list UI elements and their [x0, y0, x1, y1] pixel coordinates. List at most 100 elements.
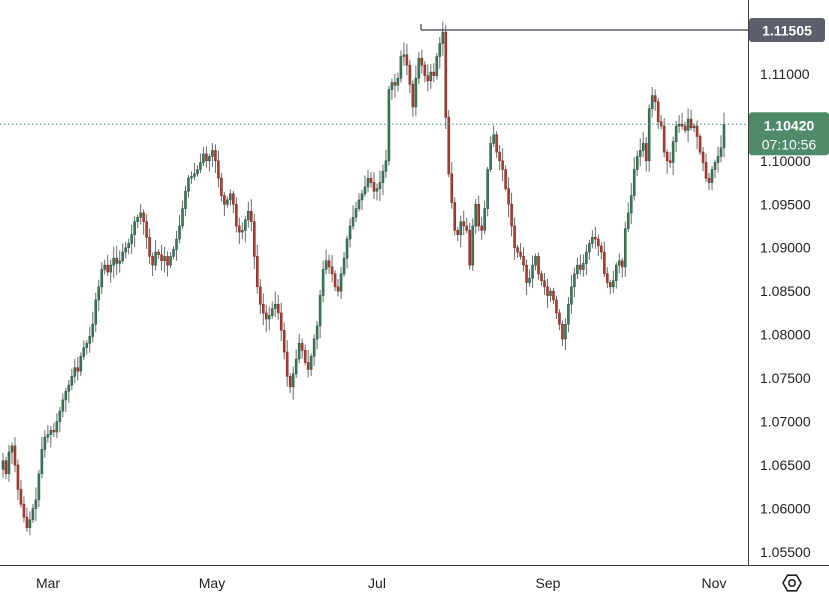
candle: [285, 340, 289, 387]
candle-body-down: [151, 256, 154, 266]
candle-body-down: [253, 221, 256, 257]
candle-body-up: [318, 295, 322, 327]
candle: [701, 147, 705, 172]
candle: [609, 279, 612, 295]
candle: [680, 112, 684, 130]
candle-body-up: [58, 410, 62, 422]
candle-body-down: [411, 84, 415, 108]
candle-body-down: [606, 273, 609, 283]
candle: [172, 246, 175, 260]
candle-body-down: [115, 257, 118, 264]
candle: [656, 98, 660, 129]
candle: [606, 267, 609, 289]
candle: [441, 21, 445, 56]
candle-body-down: [232, 193, 235, 205]
candle-body-down: [142, 212, 145, 222]
candle-body-up: [139, 212, 142, 218]
candle: [247, 201, 250, 228]
candle-body-down: [555, 299, 558, 314]
candle-body-up: [564, 323, 567, 340]
candle: [58, 406, 62, 433]
candle-body-down: [160, 254, 163, 262]
candle: [178, 214, 181, 244]
candle: [10, 442, 14, 464]
candle: [531, 255, 534, 289]
candle-body-up: [671, 141, 675, 163]
candle: [235, 197, 238, 233]
candle-body-down: [279, 312, 283, 331]
candle-body-up: [363, 186, 367, 195]
candle-body-down: [507, 188, 510, 205]
candle: [698, 133, 702, 155]
candle: [438, 36, 442, 69]
candle: [76, 357, 80, 381]
candle: [64, 387, 68, 413]
candle-body-down: [456, 230, 460, 235]
candle-body-down: [477, 203, 480, 227]
candle-body-down: [258, 286, 262, 305]
candle: [160, 244, 163, 271]
last-price-label: 1.10420: [764, 117, 815, 133]
candle: [426, 64, 430, 92]
candle-body-up: [270, 308, 274, 316]
candle-body-up: [387, 89, 391, 162]
candle: [564, 318, 567, 351]
candle: [151, 252, 154, 276]
candle: [67, 379, 71, 403]
candle-body-up: [163, 256, 166, 262]
candle-body-up: [118, 260, 121, 264]
candle-body-down: [656, 101, 660, 122]
candle: [232, 190, 235, 214]
candle: [504, 165, 507, 192]
candle: [106, 254, 110, 277]
candle: [85, 340, 89, 355]
candle: [139, 204, 142, 225]
candle: [507, 177, 510, 218]
candle: [555, 295, 558, 319]
candle-body-up: [229, 193, 232, 201]
candle: [585, 244, 588, 276]
candle: [519, 243, 522, 260]
candle: [49, 425, 53, 448]
candle: [626, 202, 630, 233]
candle-body-up: [184, 190, 187, 209]
candle: [339, 267, 343, 300]
candle-body-down: [480, 225, 483, 231]
candle-body-down: [288, 376, 292, 388]
candle-body-up: [46, 434, 50, 438]
candle-body-down: [680, 124, 684, 127]
settings-icon[interactable]: [782, 574, 802, 592]
candle: [459, 215, 463, 248]
candle: [381, 164, 385, 196]
candle: [462, 210, 466, 236]
candle-body-up: [570, 286, 573, 305]
candle: [653, 89, 657, 111]
candle-body-down: [453, 202, 457, 231]
candle-body-up: [178, 225, 181, 240]
candle: [169, 252, 172, 269]
candle-body-up: [366, 177, 370, 188]
candle: [103, 259, 107, 275]
candle: [253, 214, 256, 270]
candle-body-down: [333, 273, 337, 288]
y-tick-label: 1.06000: [760, 501, 811, 517]
candle: [28, 511, 32, 536]
candle-body-down: [465, 225, 469, 231]
y-tick-label: 1.07000: [760, 414, 811, 430]
candle: [600, 242, 603, 260]
candle-body-up: [136, 217, 139, 222]
candle-body-up: [70, 376, 74, 386]
candle: [109, 259, 113, 283]
candle-body-up: [100, 269, 104, 288]
candle-body-down: [52, 429, 56, 433]
candle-body-down: [306, 362, 310, 370]
candle-body-up: [226, 199, 229, 205]
candle-body-down: [665, 151, 669, 162]
candle: [267, 306, 271, 331]
candle-body-down: [683, 125, 687, 131]
candle: [336, 279, 340, 297]
candle: [492, 125, 495, 148]
candle: [130, 224, 133, 254]
candle-body-up: [321, 269, 325, 296]
